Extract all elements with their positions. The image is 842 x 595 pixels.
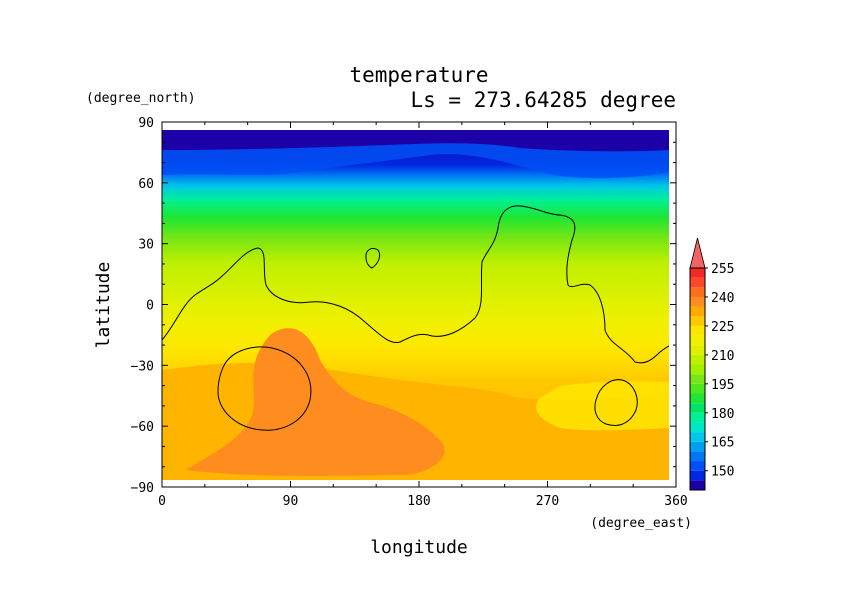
contour-north-small (365, 247, 381, 269)
colorbar-swatch (690, 335, 705, 346)
x-unit-label: (degree_east) (590, 516, 692, 531)
colorbar-tick-label: 165 (711, 436, 734, 451)
colorbar-tick-label: 255 (711, 262, 734, 277)
colorbar-swatch (690, 345, 705, 355)
yellow-mid-band (536, 381, 669, 431)
colorbar-swatch (690, 354, 705, 365)
y-tick-label: −90 (131, 481, 154, 496)
colorbar-swatch (690, 393, 705, 404)
y-axis-ticks: 90 60 30 0 −30 −60 −90 (131, 116, 676, 496)
contour-south-west (217, 346, 312, 431)
y-tick-label: 30 (138, 238, 154, 253)
colorbar-tick-label: 180 (711, 407, 734, 422)
colorbar-overflow-triangle (689, 237, 706, 269)
colorbar-swatch (690, 422, 705, 433)
colorbar-swatch (690, 325, 705, 336)
colorbar-swatch (690, 316, 705, 326)
chart-title: temperature (349, 63, 488, 87)
temperature-field (162, 130, 669, 480)
colorbar-swatch (690, 287, 705, 297)
colorbar-swatch (690, 412, 705, 423)
colorbar: 150 165 180 195 210 225 240 255 (689, 237, 734, 491)
colorbar-swatch (690, 432, 705, 442)
colorbar-tick-label: 150 (711, 465, 734, 480)
contour-main (162, 205, 669, 364)
x-tick-label: 270 (536, 494, 559, 509)
colorbar-swatch (690, 306, 705, 317)
y-tick-label: 60 (138, 177, 154, 192)
chart-subtitle: Ls = 273.64285 degree (410, 88, 676, 112)
colorbar-tick-label: 210 (711, 349, 734, 364)
colorbar-swatch (690, 268, 705, 278)
hot-southern-region (186, 328, 445, 476)
colorbar-swatch (690, 296, 705, 307)
colorbar-swatch (690, 277, 705, 288)
colorbar-swatch (690, 441, 705, 452)
colorbar-swatch (690, 461, 705, 471)
x-tick-label: 180 (407, 494, 430, 509)
colorbar-swatch (690, 383, 705, 394)
colorbar-swatch (690, 451, 705, 462)
x-tick-label: 0 (158, 494, 166, 509)
x-tick-label: 360 (664, 494, 687, 509)
x-axis-ticks: 0 90 180 270 360 (158, 122, 688, 509)
colorbar-tick-label: 240 (711, 291, 734, 306)
colorbar-tick-label: 195 (711, 378, 734, 393)
colorbar-swatch (690, 480, 705, 490)
colorbar-swatch (690, 403, 705, 413)
x-tick-label: 90 (283, 494, 299, 509)
colorbar-swatch (690, 470, 705, 481)
y-tick-label: −30 (131, 359, 154, 374)
y-tick-label: 0 (146, 299, 154, 314)
colorbar-tick-label: 225 (711, 320, 734, 335)
y-unit-label: (degree_north) (86, 91, 196, 106)
topography-contours (162, 205, 669, 431)
x-axis-title: longitude (370, 537, 468, 558)
contour-south-east (594, 379, 638, 426)
colorbar-swatch (690, 364, 705, 375)
colorbar-frame (689, 267, 706, 491)
colorbar-swatch (690, 374, 705, 384)
y-tick-label: −60 (131, 420, 154, 435)
y-tick-label: 90 (138, 116, 154, 131)
cold-cap-core (162, 130, 669, 152)
y-axis-title: latitude (93, 262, 114, 349)
